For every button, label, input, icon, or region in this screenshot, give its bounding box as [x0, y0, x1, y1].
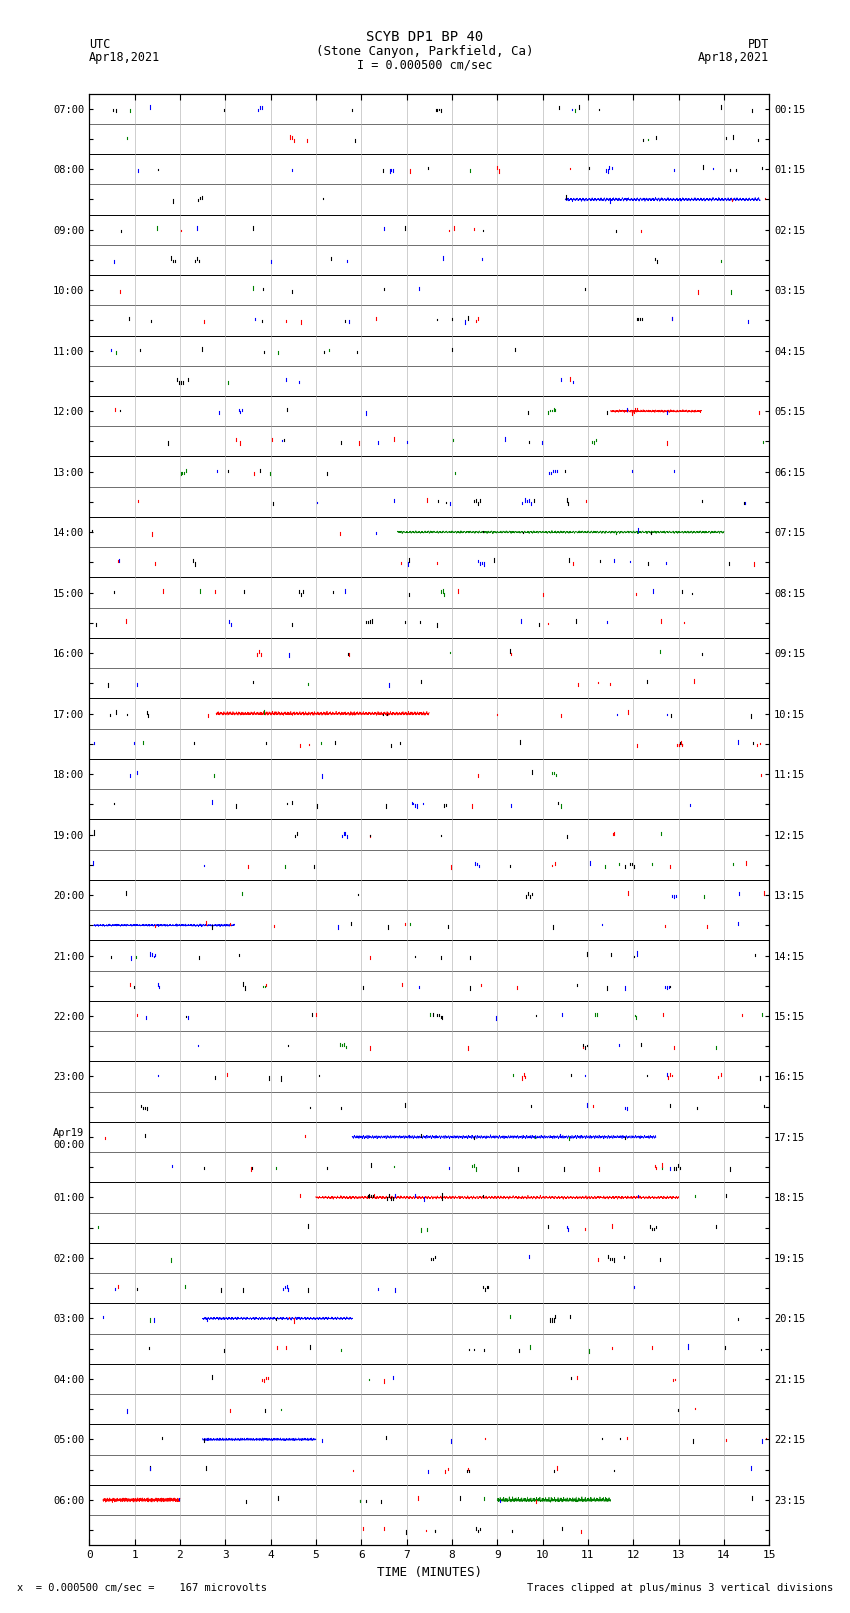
Text: PDT: PDT: [748, 37, 769, 50]
Text: x  = 0.000500 cm/sec =    167 microvolts: x = 0.000500 cm/sec = 167 microvolts: [17, 1582, 267, 1594]
X-axis label: TIME (MINUTES): TIME (MINUTES): [377, 1566, 482, 1579]
Text: SCYB DP1 BP 40: SCYB DP1 BP 40: [366, 29, 484, 44]
Text: Apr18,2021: Apr18,2021: [698, 50, 769, 65]
Text: UTC: UTC: [89, 37, 110, 50]
Text: Traces clipped at plus/minus 3 vertical divisions: Traces clipped at plus/minus 3 vertical …: [527, 1582, 833, 1594]
Text: I = 0.000500 cm/sec: I = 0.000500 cm/sec: [357, 58, 493, 71]
Text: Apr18,2021: Apr18,2021: [89, 50, 161, 65]
Text: (Stone Canyon, Parkfield, Ca): (Stone Canyon, Parkfield, Ca): [316, 45, 534, 58]
